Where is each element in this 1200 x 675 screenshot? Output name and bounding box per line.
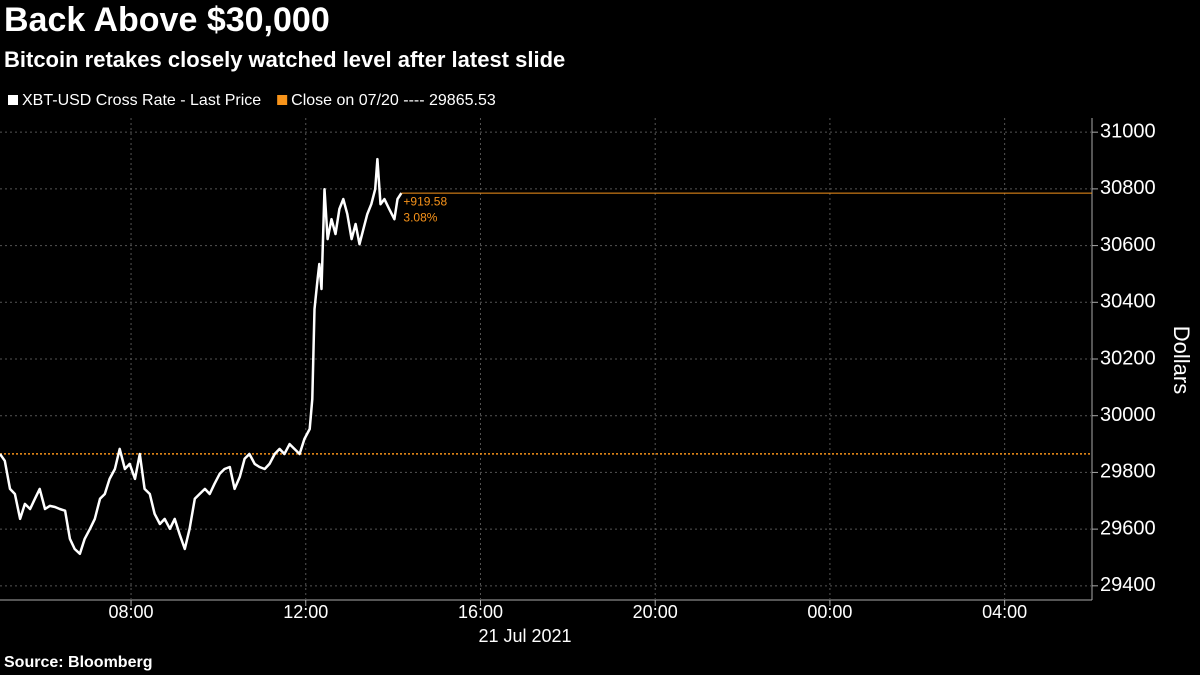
legend-swatch — [277, 95, 288, 105]
x-tick-label: 20:00 — [633, 602, 678, 622]
source: Source: Bloomberg — [4, 654, 152, 671]
y-tick-label: 30600 — [1100, 234, 1156, 256]
price-line — [0, 157, 403, 556]
chart-subtitle: Bitcoin retakes closely watched level af… — [4, 47, 565, 72]
y-tick-label: 29400 — [1100, 574, 1156, 596]
y-tick-label: 29600 — [1100, 517, 1156, 539]
legend-swatch — [8, 95, 18, 105]
x-tick-label: 00:00 — [807, 602, 852, 622]
chart-title: Back Above $30,000 — [4, 1, 330, 39]
y-tick-label: 30800 — [1100, 177, 1156, 199]
x-tick-label: 12:00 — [283, 602, 328, 622]
change-label: 3.08% — [403, 210, 437, 224]
x-tick-label: 16:00 — [458, 602, 503, 622]
y-tick-label: 30200 — [1100, 347, 1156, 369]
legend-label: Close on 07/20 ---- 29865.53 — [291, 92, 496, 109]
change-label: +919.58 — [403, 194, 447, 208]
y-tick-label: 30000 — [1100, 404, 1156, 426]
y-tick-label: 31000 — [1100, 120, 1156, 142]
y-tick-label: 30400 — [1100, 291, 1156, 313]
x-axis-label: 21 Jul 2021 — [478, 626, 571, 646]
y-axis-label: Dollars — [1169, 326, 1194, 394]
x-tick-label: 08:00 — [109, 602, 154, 622]
x-tick-label: 04:00 — [982, 602, 1027, 622]
y-tick-label: 29800 — [1100, 461, 1156, 483]
legend-label: XBT-USD Cross Rate - Last Price — [22, 92, 261, 109]
